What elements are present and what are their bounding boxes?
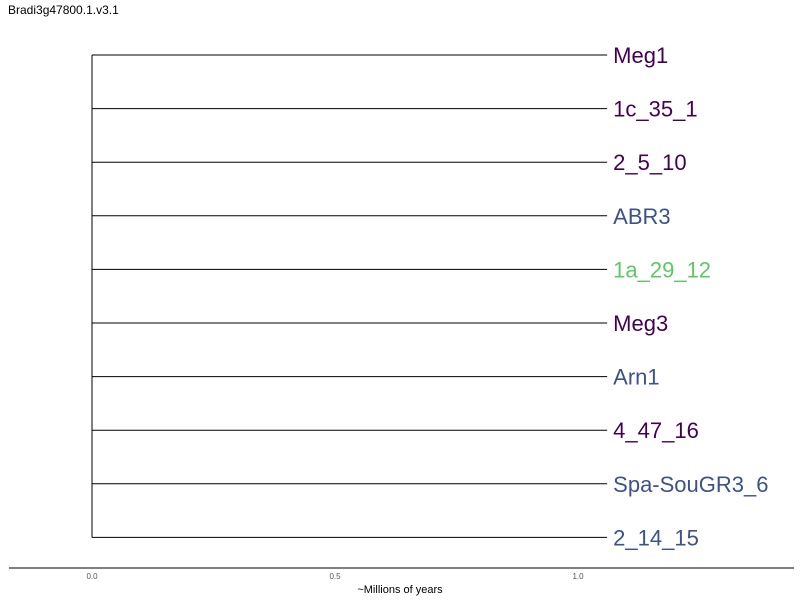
tree-title: Bradi3g47800.1.v3.1 (8, 3, 119, 17)
tip-label: 1a_29_12 (613, 257, 711, 282)
tip-label: 1c_35_1 (613, 97, 697, 122)
tip-label: Arn1 (613, 365, 659, 390)
tip-label: 2_14_15 (613, 525, 699, 550)
tip-label: Meg1 (613, 43, 668, 68)
tip-label: 2_5_10 (613, 150, 686, 175)
tree-branches (91, 54, 608, 538)
x-tick-label: 0.5 (329, 572, 341, 581)
tip-label: ABR3 (613, 204, 670, 229)
tip-label: 4_47_16 (613, 418, 699, 443)
tip-label: Spa-SouGR3_6 (613, 472, 768, 497)
x-axis: 0.0 0.5 1.0 (9, 567, 794, 581)
x-tick-label: 0.0 (86, 572, 98, 581)
x-axis-title: ~Millions of years (357, 584, 443, 596)
tip-label: Meg3 (613, 311, 668, 336)
x-tick-label: 1.0 (572, 572, 584, 581)
tip-labels: Meg1 1c_35_1 2_5_10 ABR3 1a_29_12 Meg3 Arn1 4_4… (613, 43, 768, 550)
